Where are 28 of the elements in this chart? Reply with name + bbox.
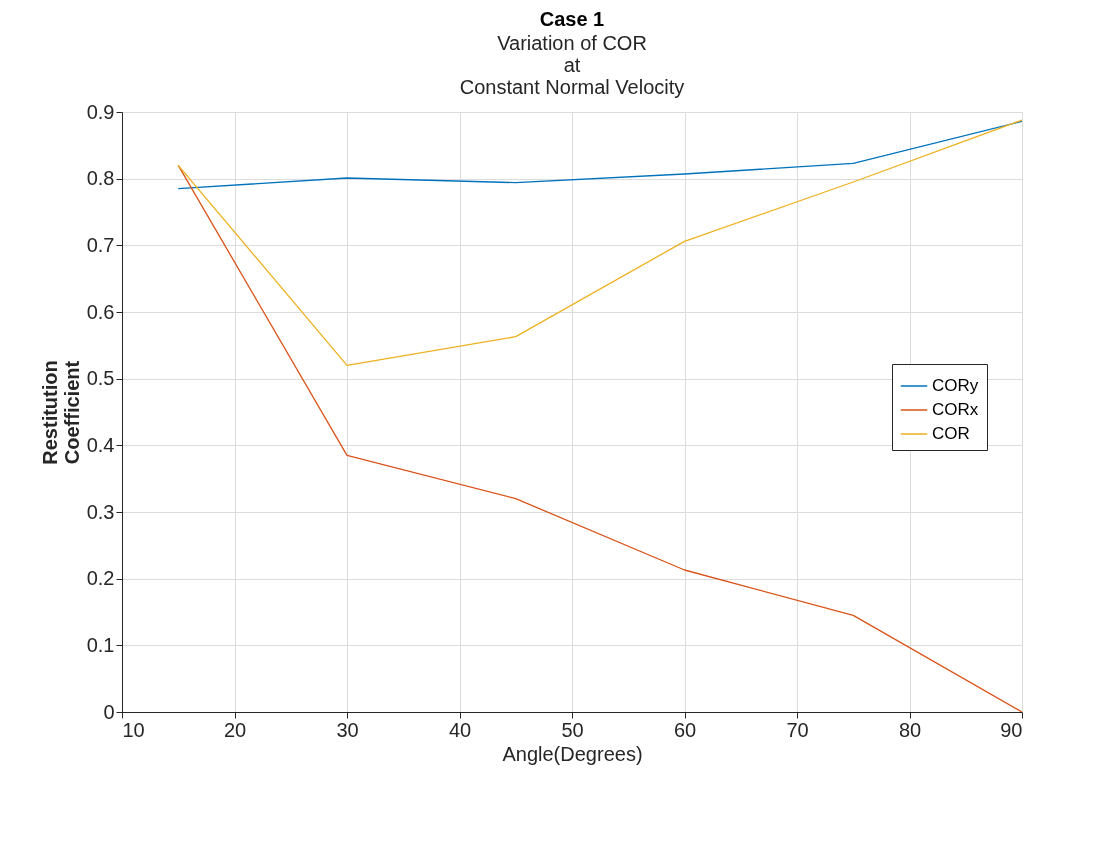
chart-subtitle: Variation of COR at Constant Normal Velocity: [459, 32, 685, 98]
y-tick-label: 0.5: [86, 367, 115, 390]
y-tick-label: 0.2: [86, 567, 115, 590]
x-tick-label: 40: [448, 718, 472, 741]
y-tick-label: 0.1: [86, 633, 115, 656]
y-tick-label: 0.6: [86, 300, 115, 323]
legend-label: COR: [932, 424, 970, 443]
line-series: [177, 120, 1022, 190]
chart-title: Case 1: [539, 8, 605, 30]
x-tick-label: 60: [673, 718, 697, 741]
x-tick-label: 70: [786, 718, 809, 741]
x-tick-label: 20: [223, 718, 247, 741]
y-tick-label: 0.4: [86, 433, 115, 456]
x-tick-label: 10: [122, 718, 145, 741]
x-axis-title: Angle(Degrees): [502, 742, 643, 765]
x-tick-label: 30: [336, 718, 359, 741]
legend-label: CORy: [932, 376, 979, 395]
y-tick-label: 0.3: [86, 500, 115, 523]
y-tick-label: 0.8: [86, 167, 115, 190]
legend-label: CORx: [932, 400, 979, 419]
line-series: [177, 119, 1022, 366]
y-tick-label: 0: [103, 700, 115, 723]
x-tick-label: 50: [561, 718, 584, 741]
y-tick-label: 0.9: [86, 100, 115, 123]
x-tick-label: 80: [898, 718, 922, 741]
y-tick-label: 0.7: [86, 233, 115, 256]
x-tick-label: 90: [1000, 718, 1023, 741]
y-axis-title: Restitution Coefficient: [38, 360, 83, 465]
